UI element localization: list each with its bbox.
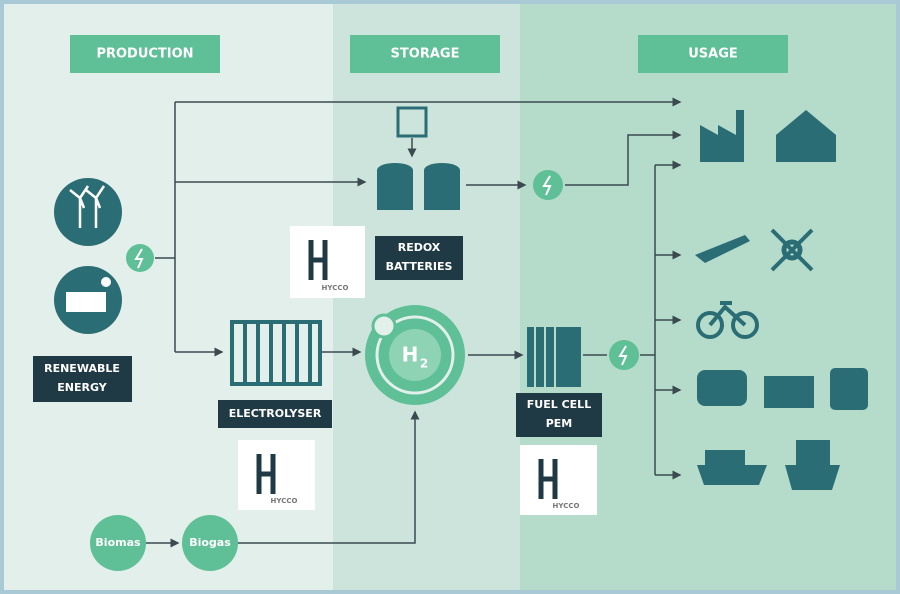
icons (54, 106, 868, 490)
logo-text: HYCCO (271, 497, 298, 505)
node: Biogas (189, 536, 231, 549)
label: FUEL CELL (527, 398, 591, 411)
labels: RENEWABLE ENERGY REDOX BATTERIES ELECTRO… (33, 236, 602, 437)
logo-text: HYCCO (322, 284, 349, 292)
label: PEM (546, 417, 573, 430)
logo-text: HYCCO (553, 502, 580, 510)
connectors (146, 97, 682, 548)
h2-symbol: H (402, 343, 419, 367)
label: RENEWABLE (44, 362, 120, 375)
logos: HYCCO HYCCO HYCCO (238, 226, 597, 515)
header: USAGE (688, 47, 738, 62)
node: Biomas (95, 536, 141, 549)
label: REDOX (398, 241, 441, 254)
label: BATTERIES (386, 260, 453, 273)
label: ELECTROLYSER (229, 407, 322, 420)
header: STORAGE (391, 47, 460, 62)
section-headers: PRODUCTION STORAGE USAGE (70, 35, 788, 73)
h2-subscript: 2 (420, 357, 428, 371)
nodes: Biomas Biogas (90, 515, 238, 571)
header: PRODUCTION (96, 47, 193, 62)
label: ENERGY (57, 381, 107, 394)
